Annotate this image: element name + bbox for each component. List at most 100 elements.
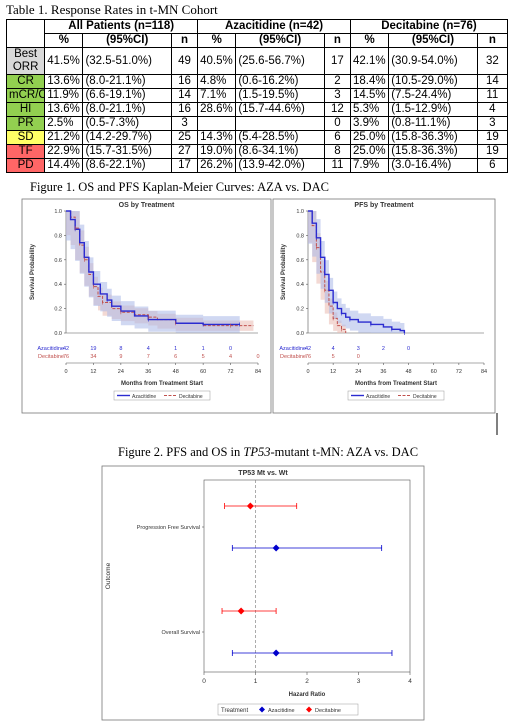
at-risk-count: 4 — [229, 354, 232, 360]
table-cell: (10.5-29.0%) — [388, 74, 478, 89]
table-cell: 27 — [170, 144, 199, 159]
table-cell: 25.0% — [349, 144, 390, 159]
table-cell: 19.0% — [197, 144, 237, 159]
x-axis-label: Hazard Ratio — [289, 692, 326, 698]
table-cell: 14 — [170, 88, 199, 103]
at-risk-label: Azacitidine — [279, 346, 306, 352]
forest-frame — [101, 465, 425, 721]
table-cell: (8.6-22.1%) — [82, 158, 172, 173]
table-subheader-cell: % — [197, 33, 237, 48]
hr-point-decitabine — [246, 502, 254, 510]
y-tick-label: 0.2 — [54, 307, 62, 313]
table-row-label: CR — [5, 74, 46, 89]
y-tick-label: 0.6 — [54, 258, 62, 264]
at-risk-count: 3 — [357, 346, 360, 352]
table-cell: 3 — [323, 88, 352, 103]
x-tick-label: 48 — [406, 369, 412, 375]
table-cell: (15.7-31.5%) — [82, 144, 172, 159]
table-group-header-cell: Decitabine (n=76) — [350, 19, 508, 34]
at-risk-count: 0 — [256, 354, 259, 360]
table-cell: 17 — [170, 158, 199, 173]
table-subheader-cell: (95%CI) — [235, 33, 325, 48]
forest-plot-area — [203, 479, 411, 673]
figure2-caption-post: -mutant t-MN: AZA vs. DAC — [270, 445, 419, 459]
y-axis-label: Survival Probability — [281, 243, 287, 300]
table-cell: 12 — [323, 102, 352, 117]
km-panel-os: OS by Treatment 0.0 0.2 0.4 0.6 0.8 1.0 Surviva… — [21, 198, 272, 414]
forest-title: TP53 Mt vs. Wt — [238, 470, 288, 477]
legend-label-decitabine: Decitabine — [315, 708, 341, 714]
km-curve-azacitidine — [66, 210, 240, 326]
x-axis-label: Months from Treatment Start — [355, 381, 437, 387]
table-row-label: mCR/CRi — [5, 88, 46, 103]
at-risk-count: 0 — [407, 346, 410, 352]
table-corner-cell — [5, 19, 46, 48]
x-tick-label: 4 — [408, 678, 412, 685]
table-cell: (32.5-51.0%) — [82, 47, 172, 75]
table-subheader-cell: n — [476, 33, 509, 48]
at-risk-count: 8 — [119, 346, 122, 352]
hr-point-decitabine — [237, 607, 245, 615]
y-axis-label: Survival Probability — [30, 243, 36, 300]
table-row: PD 14.4% (8.6-22.1%) 17 26.2% (13.9-42.0%) 11 7… — [5, 158, 509, 173]
table-group-header: All Patients (n=118) Azacitidine (n=42) De… — [5, 19, 508, 48]
table-caption: Table 1. Response Rates in t-MN Cohort — [6, 2, 218, 17]
figure1-km-curves: OS by Treatment 0.0 0.2 0.4 0.6 0.8 1.0 Surviva… — [21, 198, 498, 435]
table-cell: 4.8% — [197, 74, 237, 89]
table-cell: (25.6-56.7%) — [235, 47, 325, 75]
x-tick-label: 0 — [306, 369, 309, 375]
table-cell: (0.6-16.2%) — [235, 74, 325, 89]
table-cell: 21.2% — [44, 130, 84, 145]
x-axis-label: Months from Treatment Start — [121, 381, 203, 387]
legend-label-decitabine: Decitabine — [413, 394, 437, 400]
table-row-label: Best ORR — [5, 47, 46, 75]
table-cell: (30.9-54.0%) — [388, 47, 478, 75]
at-risk-count: 19 — [90, 346, 96, 352]
table-cell: 13.6% — [44, 74, 84, 89]
at-risk-count: 0 — [229, 346, 232, 352]
at-risk-count: 4 — [332, 346, 335, 352]
y-tick-label: 0.6 — [296, 258, 304, 264]
figure1-caption: Figure 1. OS and PFS Kaplan-Meier Curves… — [30, 180, 329, 194]
hr-point-azacitidine — [272, 544, 280, 552]
table-cell: 16 — [170, 74, 199, 89]
at-risk-count: 42 — [305, 346, 311, 352]
panel-frame — [21, 198, 272, 414]
table-row: PR 2.5% (0.5-7.3%) 3 0 3.9% (0.8-11.1%) 3 — [5, 116, 509, 131]
y-tick-label: 0.4 — [296, 282, 304, 288]
table-cell: (1.5-19.5%) — [235, 88, 325, 103]
table-subheader-cell: % — [44, 33, 84, 48]
x-tick-label: 84 — [481, 369, 487, 375]
table-cell: 6 — [476, 158, 509, 173]
legend-label-azacitidine: Azacitidine — [366, 394, 390, 400]
table-cell: 19 — [476, 144, 509, 159]
table-cell: 11 — [323, 158, 352, 173]
response-rates-table: All Patients (n=118) Azacitidine (n=42) De… — [5, 19, 509, 173]
table-cell: (15.8-36.3%) — [388, 144, 478, 159]
table-cell: 13.6% — [44, 102, 84, 117]
table-cell: 17 — [323, 47, 352, 75]
y-tick-label: 0.8 — [54, 233, 62, 239]
table-cell: (0.8-11.1%) — [388, 116, 478, 131]
table-cell: 14 — [476, 74, 509, 89]
table-group-header-cell: All Patients (n=118) — [44, 19, 199, 34]
table-cell: 7.9% — [349, 158, 390, 173]
table-cell: 14.5% — [349, 88, 390, 103]
x-tick-label: 60 — [200, 369, 206, 375]
y-tick-label: 0.0 — [54, 331, 62, 337]
table-cell: 26.2% — [197, 158, 237, 173]
table-cell: 6 — [323, 130, 352, 145]
legend-marker-azacitidine — [259, 706, 265, 713]
table-row: HI 13.6% (8.0-21.1%) 16 28.6% (15.7-44.6%) 12 5… — [5, 102, 509, 117]
x-tick-label: 36 — [380, 369, 386, 375]
table-cell: 11.9% — [44, 88, 84, 103]
table-cell: (15.7-44.6%) — [235, 102, 325, 117]
table-cell: (7.5-24.4%) — [388, 88, 478, 103]
at-risk-count: 0 — [357, 354, 360, 360]
at-risk-count: 76 — [63, 354, 69, 360]
table-cell: (14.2-29.7%) — [82, 130, 172, 145]
x-tick-label: 72 — [228, 369, 234, 375]
table-row-label: HI — [5, 102, 46, 117]
table-row: mCR/CRi11.9%(6.6-19.1%)147.1%(1.5-19.5%)… — [5, 88, 509, 103]
x-tick-label: 2 — [305, 678, 309, 685]
